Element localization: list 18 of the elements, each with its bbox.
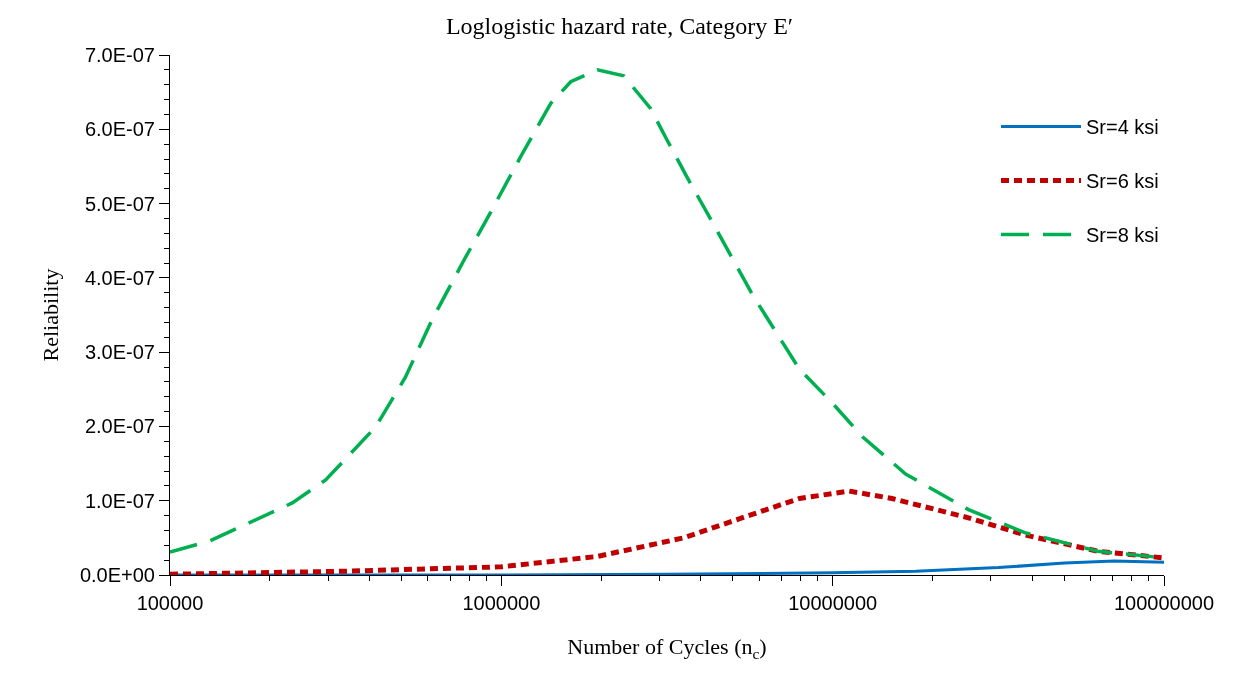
legend-label: Sr=6 ksi xyxy=(1086,170,1159,193)
legend-label: Sr=4 ksi xyxy=(1086,116,1159,139)
chart-title: Loglogistic hazard rate, Category E′ xyxy=(445,12,794,39)
y-tick-label: 2.0E-07 xyxy=(84,415,155,438)
x-tick-label: 1000000 xyxy=(462,592,541,614)
x-axis-title: Number of Cycles (n$_{c}$) xyxy=(567,633,767,662)
y-tick-label: 5.0E-07 xyxy=(84,192,155,215)
y-tick-label: 7.0E-07 xyxy=(84,44,155,66)
y-tick-label: 6.0E-07 xyxy=(84,118,155,141)
x-tick-label: 10000000 xyxy=(788,592,878,614)
x-tick-label: 100000000 xyxy=(1113,592,1215,614)
y-tick-label: 3.0E-07 xyxy=(84,341,155,364)
y-tick-label: 0.0E+00 xyxy=(79,564,155,586)
y-tick-label: 4.0E-07 xyxy=(84,266,155,289)
legend-label: Sr=8 ksi xyxy=(1086,224,1159,247)
y-tick-label: 1.0E-07 xyxy=(84,489,155,512)
y-axis-title: Reliability xyxy=(37,268,63,362)
x-tick-label: 100000 xyxy=(136,592,204,614)
